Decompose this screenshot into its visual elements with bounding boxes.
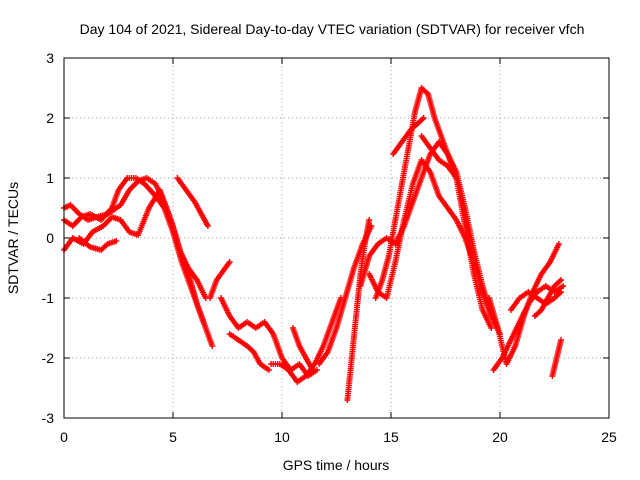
y-tick-label: 3 — [46, 50, 54, 66]
data-point — [265, 367, 272, 373]
series-arc-4 — [76, 235, 120, 253]
x-tick-label: 0 — [60, 429, 68, 445]
y-tick-label: -2 — [42, 350, 55, 366]
series-arc-21 — [531, 277, 565, 319]
y-tick-label: 0 — [46, 230, 54, 246]
grid — [64, 58, 609, 418]
x-tick-label: 20 — [492, 429, 508, 445]
x-tick-label: 10 — [274, 429, 290, 445]
series-arc-16 — [390, 115, 427, 157]
y-tick-label: -3 — [42, 410, 55, 426]
y-tick-label: 1 — [46, 170, 54, 186]
data-point — [558, 277, 565, 283]
data-point — [209, 343, 216, 349]
x-tick-label: 25 — [601, 429, 617, 445]
data-points — [61, 85, 567, 403]
data-point — [113, 238, 120, 244]
x-tick-label: 5 — [169, 429, 177, 445]
data-point — [226, 259, 233, 265]
series-arc-12 — [344, 217, 373, 403]
series-arc-2 — [61, 175, 207, 325]
data-point — [200, 319, 207, 325]
y-tick-labels: -3 -2 -1 0 1 2 3 — [42, 50, 55, 426]
series-arc-17 — [418, 133, 460, 181]
data-point — [453, 175, 460, 181]
data-point — [555, 241, 562, 247]
data-point — [366, 217, 373, 223]
chart-title: Day 104 of 2021, Sidereal Day-to-day VTE… — [80, 21, 585, 37]
axis-ticks — [63, 57, 610, 419]
series-arc-20 — [507, 289, 565, 313]
y-tick-label: 2 — [46, 110, 54, 126]
series-arc-22 — [549, 337, 565, 379]
x-tick-labels: 0 5 10 15 20 25 — [60, 429, 617, 445]
series-arc-8 — [226, 331, 272, 373]
data-point — [309, 367, 316, 373]
series-arc-10 — [289, 325, 316, 373]
series-arc-11 — [316, 223, 375, 367]
series-arc-5 — [174, 175, 211, 229]
data-point — [558, 337, 565, 343]
series-arc-15 — [372, 85, 495, 331]
data-point — [560, 283, 567, 289]
data-point — [558, 289, 565, 295]
x-tick-label: 15 — [383, 429, 399, 445]
series-arc-18 — [486, 241, 562, 367]
series-arc-3 — [61, 187, 209, 301]
y-axis-label: SDTVAR / TECUs — [5, 182, 21, 294]
data-point — [488, 325, 495, 331]
series-arc-6 — [207, 259, 233, 301]
x-axis-label: GPS time / hours — [283, 457, 390, 473]
data-point — [204, 223, 211, 229]
y-tick-label: -1 — [42, 290, 55, 306]
data-point — [420, 115, 427, 121]
